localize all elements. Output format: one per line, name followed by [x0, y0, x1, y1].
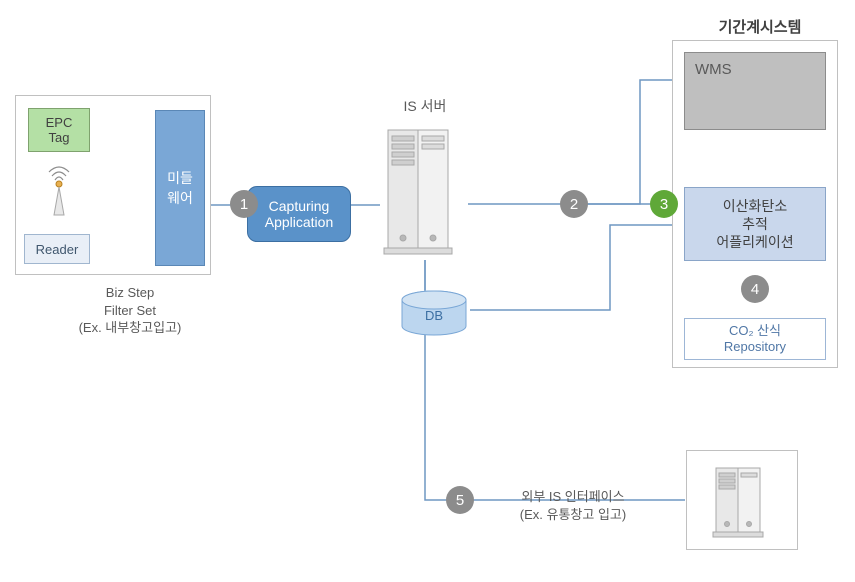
- badge-1: 1: [230, 190, 258, 218]
- label-db: DB: [418, 308, 450, 323]
- node-wms: WMS: [684, 52, 826, 130]
- antenna-icon: [44, 160, 74, 220]
- node-co2-repository: CO₂ 산식 Repository: [684, 318, 826, 360]
- node-middleware: 미들 웨어: [155, 110, 205, 266]
- node-epc-tag: EPC Tag: [28, 108, 90, 152]
- server-icon: [378, 120, 468, 260]
- node-co2-tracker: 이산화탄소 추적 어플리케이션: [684, 187, 826, 261]
- node-capturing-application: Capturing Application: [247, 186, 351, 242]
- external-server-icon: [706, 462, 776, 542]
- badge-2: 2: [560, 190, 588, 218]
- label-is-server: IS 서버: [380, 96, 470, 116]
- badge-5: 5: [446, 486, 474, 514]
- node-reader: Reader: [24, 234, 90, 264]
- title-core-systems: 기간계시스템: [680, 16, 840, 37]
- label-external-if: 외부 IS 인터페이스 (Ex. 유통창고 입고): [478, 488, 668, 523]
- caption-biz-step: Biz Step Filter Set (Ex. 내부창고입고): [40, 284, 220, 337]
- badge-4: 4: [741, 275, 769, 303]
- badge-3: 3: [650, 190, 678, 218]
